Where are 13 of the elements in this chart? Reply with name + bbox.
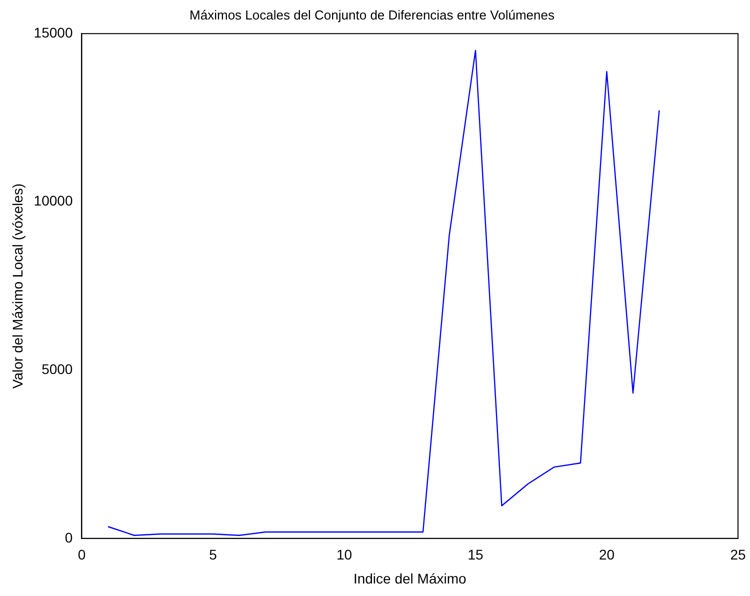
y-tick-label: 5000 (42, 360, 73, 377)
x-axis-title: Indice del Máximo (353, 570, 466, 586)
x-tick-label: 5 (209, 546, 218, 563)
y-tick-label: 0 (64, 529, 73, 546)
y-tick-label: 10000 (34, 192, 73, 209)
x-tick-label: 15 (468, 546, 484, 563)
y-axis-title: Valor del Máximo Local (vóxeles) (9, 183, 26, 389)
chart-title: Máximos Locales del Conjunto de Diferencias entre Volúmenes (190, 7, 555, 22)
x-tick-label: 20 (598, 546, 615, 563)
x-tick-label: 25 (730, 546, 746, 563)
x-tick-label: 10 (336, 546, 352, 563)
x-tick-label: 0 (78, 546, 86, 563)
y-tick-label: 15000 (34, 24, 73, 40)
